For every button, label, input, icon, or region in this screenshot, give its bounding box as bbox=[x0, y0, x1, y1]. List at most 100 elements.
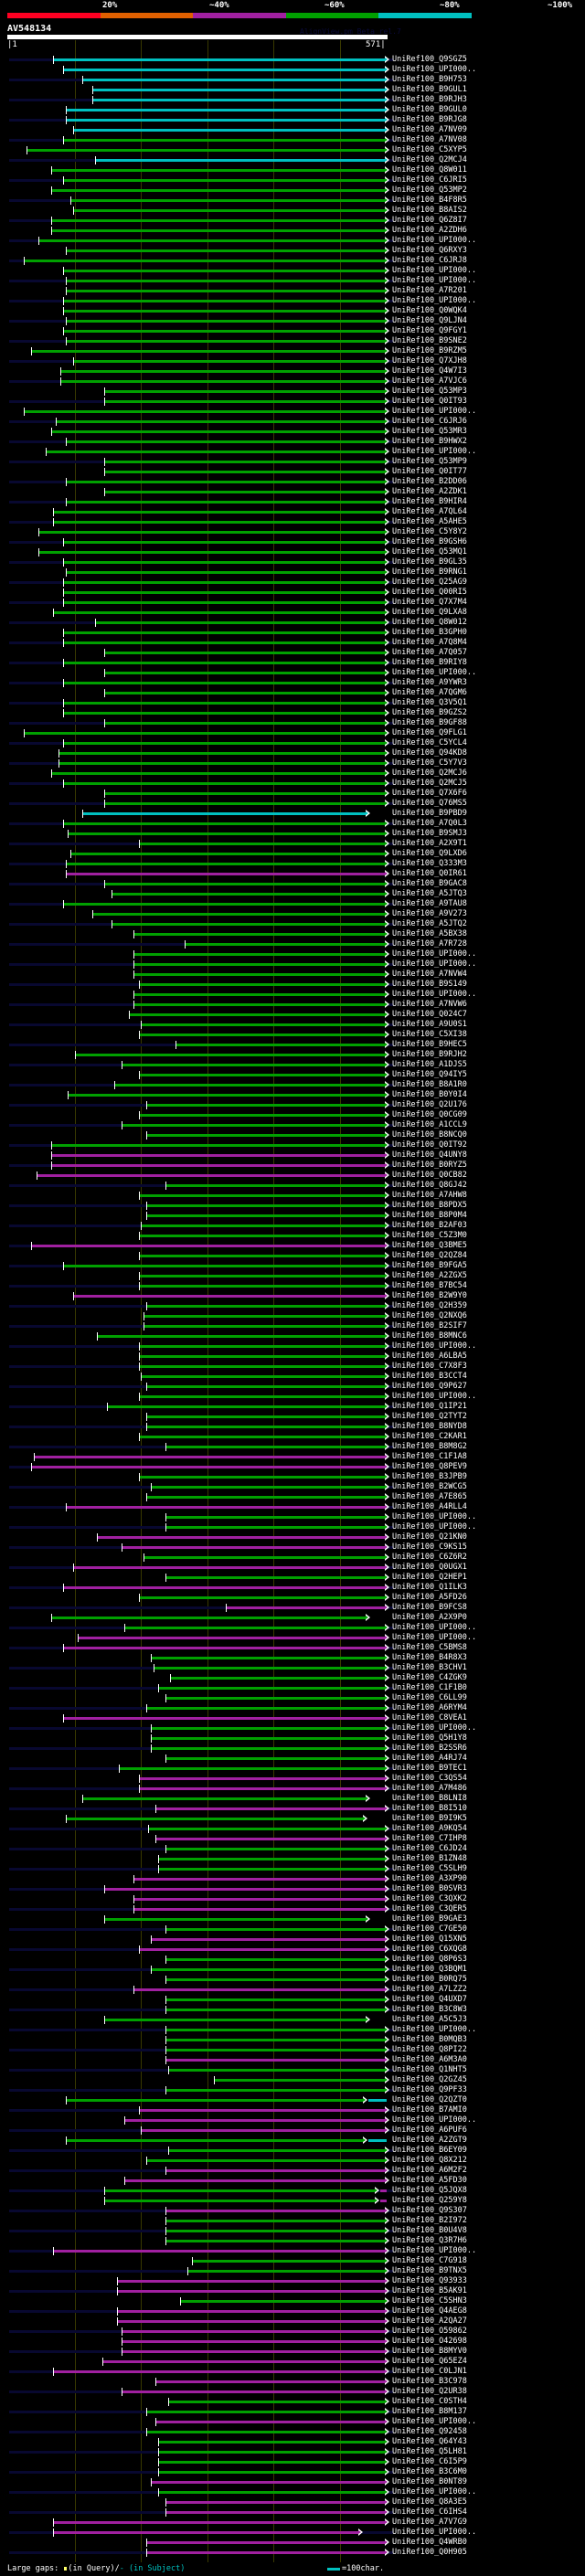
hit-label-link[interactable]: UniRef100_Q0IT77 bbox=[392, 467, 467, 476]
hit-label-link[interactable]: UniRef100_Q76MS5 bbox=[392, 799, 467, 808]
hit-label-link[interactable]: UniRef100_B0RQ75 bbox=[392, 1975, 467, 1984]
hit-label-link[interactable]: UniRef100_Q0WQK4 bbox=[392, 306, 467, 315]
hit-label-link[interactable]: UniRef100_A9U0S1 bbox=[392, 1020, 467, 1029]
hit-label-link[interactable]: UniRef100_Q8PI22 bbox=[392, 2045, 467, 2054]
hit-label-link[interactable]: UniRef100_A6LBA5 bbox=[392, 1352, 467, 1361]
hit-label-link[interactable]: UniRef100_Q6RXY3 bbox=[392, 246, 467, 255]
hit-label-link[interactable]: UniRef100_A2ZGT9 bbox=[392, 2136, 467, 2145]
hit-label-link[interactable]: UniRef100_B9TNX5 bbox=[392, 2266, 467, 2275]
hit-label-link[interactable]: UniRef100_UPI000.. bbox=[392, 1633, 477, 1642]
hit-label-link[interactable]: UniRef100_Q0CG09 bbox=[392, 1110, 467, 1119]
hit-label-link[interactable]: UniRef100_B9H753 bbox=[392, 75, 467, 84]
hit-label-link[interactable]: UniRef100_Q2NXQ6 bbox=[392, 1311, 467, 1320]
hit-label-link[interactable]: UniRef100_Q9LXD6 bbox=[392, 849, 467, 858]
hit-label-link[interactable]: UniRef100_Q4AEG8 bbox=[392, 2306, 467, 2316]
hit-label-link[interactable]: UniRef100_Q93933 bbox=[392, 2276, 467, 2285]
hit-label-link[interactable]: UniRef100_C0LJN1 bbox=[392, 2367, 467, 2376]
hit-label-link[interactable]: UniRef100_B8PDX5 bbox=[392, 1201, 467, 1210]
hit-label-link[interactable]: UniRef100_Q25AG9 bbox=[392, 578, 467, 587]
hit-label-link[interactable]: UniRef100_B9GZS2 bbox=[392, 708, 467, 717]
hit-label-link[interactable]: UniRef100_B9RIY8 bbox=[392, 658, 467, 667]
hit-label-link[interactable]: UniRef100_Q024C7 bbox=[392, 1010, 467, 1019]
hit-label-link[interactable]: UniRef100_UPI000.. bbox=[392, 2246, 477, 2255]
hit-label-link[interactable]: UniRef100_C4ZGK9 bbox=[392, 1673, 467, 1682]
hit-label-link[interactable]: UniRef100_UPI000.. bbox=[392, 2417, 477, 2426]
hit-label-link[interactable]: UniRef100_Q4WRB0 bbox=[392, 2538, 467, 2547]
hit-label-link[interactable]: UniRef100_UPI000.. bbox=[392, 959, 477, 969]
hit-label-link[interactable]: UniRef100_Q92458 bbox=[392, 2427, 467, 2436]
hit-label-link[interactable]: UniRef100_UPI000.. bbox=[392, 1623, 477, 1632]
hit-label-link[interactable]: UniRef100_B9RZM5 bbox=[392, 346, 467, 355]
hit-label-link[interactable]: UniRef100_Q2MCJ4 bbox=[392, 155, 467, 164]
hit-label-link[interactable]: UniRef100_Q9LJN4 bbox=[392, 316, 467, 325]
hit-label-link[interactable]: UniRef100_O59862 bbox=[392, 2327, 467, 2336]
hit-label-link[interactable]: UniRef100_B8MNC6 bbox=[392, 1331, 467, 1341]
hit-label-link[interactable]: UniRef100_B7AMI0 bbox=[392, 2105, 467, 2115]
hit-label-link[interactable]: UniRef100_A5BX38 bbox=[392, 929, 467, 938]
hit-label-link[interactable]: UniRef100_B9RJG8 bbox=[392, 115, 467, 124]
hit-label-link[interactable]: UniRef100_B0MQB3 bbox=[392, 2035, 467, 2044]
hit-label-link[interactable]: UniRef100_Q2H359 bbox=[392, 1301, 467, 1310]
hit-label-link[interactable]: UniRef100_A1DJS5 bbox=[392, 1060, 467, 1069]
hit-label-link[interactable]: UniRef100_A2ZGX5 bbox=[392, 1271, 467, 1280]
hit-label-link[interactable]: UniRef100_Q2GZ45 bbox=[392, 2075, 467, 2084]
hit-label-link[interactable]: UniRef100_Q9S307 bbox=[392, 2206, 467, 2215]
hit-label-link[interactable]: UniRef100_A5AHE5 bbox=[392, 517, 467, 526]
hit-label-link[interactable]: UniRef100_Q53MQ1 bbox=[392, 547, 467, 557]
hit-label-link[interactable]: UniRef100_B0RYZ5 bbox=[392, 1161, 467, 1170]
hit-label-link[interactable]: UniRef100_C6Z6R2 bbox=[392, 1553, 467, 1562]
hit-label-link[interactable]: UniRef100_B1ZN48 bbox=[392, 1854, 467, 1863]
hit-label-link[interactable]: UniRef100_C9KS15 bbox=[392, 1542, 467, 1552]
hit-label-link[interactable]: UniRef100_Q9FGY1 bbox=[392, 326, 467, 335]
hit-label-link[interactable]: UniRef100_B6EY09 bbox=[392, 2146, 467, 2155]
hit-label-link[interactable]: UniRef100_A4RLL4 bbox=[392, 1502, 467, 1511]
hit-label-link[interactable]: UniRef100_B7BC54 bbox=[392, 1281, 467, 1290]
hit-label-link[interactable]: UniRef100_Q2HEP1 bbox=[392, 1573, 467, 1582]
hit-label-link[interactable]: UniRef100_B0U4V8 bbox=[392, 2226, 467, 2235]
hit-label-link[interactable]: UniRef100_C5Z3M0 bbox=[392, 1231, 467, 1240]
hit-label-link[interactable]: UniRef100_C5Y8Y2 bbox=[392, 527, 467, 536]
hit-label-link[interactable]: UniRef100_Q21KN0 bbox=[392, 1532, 467, 1542]
hit-label-link[interactable]: UniRef100_B9GUL1 bbox=[392, 85, 467, 94]
hit-label-link[interactable]: UniRef100_C8VEA1 bbox=[392, 1713, 467, 1723]
hit-label-link[interactable]: UniRef100_Q7X6F6 bbox=[392, 789, 467, 798]
hit-label-link[interactable]: UniRef100_A7NV09 bbox=[392, 125, 467, 134]
hit-label-link[interactable]: UniRef100_C2KAR1 bbox=[392, 1432, 467, 1441]
hit-label-link[interactable]: UniRef100_UPI000.. bbox=[392, 949, 477, 959]
hit-label-link[interactable]: UniRef100_C7GE50 bbox=[392, 1924, 467, 1934]
hit-label-link[interactable]: UniRef100_C5SLH9 bbox=[392, 1864, 467, 1873]
hit-label-link[interactable]: UniRef100_Q0IR61 bbox=[392, 869, 467, 878]
hit-label-link[interactable]: UniRef100_Q53MR3 bbox=[392, 427, 467, 436]
hit-label-link[interactable]: UniRef100_Q9SGZ5 bbox=[392, 55, 467, 64]
hit-label-link[interactable]: UniRef100_Q2TYT2 bbox=[392, 1412, 467, 1421]
hit-label-link[interactable]: UniRef100_Q2U176 bbox=[392, 1100, 467, 1109]
hit-label-link[interactable]: UniRef100_B9HEC5 bbox=[392, 1040, 467, 1049]
hit-label-link[interactable]: UniRef100_A7V7G9 bbox=[392, 2518, 467, 2527]
hit-label-link[interactable]: UniRef100_C0STH4 bbox=[392, 2397, 467, 2406]
hit-label-link[interactable]: UniRef100_Q8A3E5 bbox=[392, 2497, 467, 2507]
hit-label-link[interactable]: UniRef100_B9HWX2 bbox=[392, 437, 467, 446]
hit-label-link[interactable]: UniRef100_B9GSH6 bbox=[392, 537, 467, 546]
hit-label-link[interactable]: UniRef100_Q8W012 bbox=[392, 618, 467, 627]
hit-label-link[interactable]: UniRef100_B8LNI8 bbox=[392, 1794, 467, 1803]
hit-label-link[interactable]: UniRef100_A9KQ54 bbox=[392, 1824, 467, 1833]
hit-label-link[interactable]: UniRef100_B3C978 bbox=[392, 2377, 467, 2386]
hit-label-link[interactable]: UniRef100_A7NV08 bbox=[392, 135, 467, 144]
hit-label-link[interactable]: UniRef100_Q0IT92 bbox=[392, 1140, 467, 1150]
hit-label-link[interactable]: UniRef100_C6JD24 bbox=[392, 1844, 467, 1853]
hit-label-link[interactable]: UniRef100_Q8W011 bbox=[392, 165, 467, 175]
hit-label-link[interactable]: UniRef100_C5XYP5 bbox=[392, 145, 467, 154]
hit-label-link[interactable]: UniRef100_A7R201 bbox=[392, 286, 467, 295]
hit-label-link[interactable]: UniRef100_B3CHV1 bbox=[392, 1663, 467, 1672]
hit-label-link[interactable]: UniRef100_Q7X7M4 bbox=[392, 598, 467, 607]
hit-label-link[interactable]: UniRef100_A2X9P0 bbox=[392, 1613, 467, 1622]
hit-label-link[interactable]: UniRef100_A5FD30 bbox=[392, 2176, 467, 2185]
hit-label-link[interactable]: UniRef100_B3JPB9 bbox=[392, 1472, 467, 1481]
hit-label-link[interactable]: UniRef100_UPI000.. bbox=[392, 2528, 477, 2537]
hit-label-link[interactable]: UniRef100_B9GUL0 bbox=[392, 105, 467, 114]
hit-label-link[interactable]: UniRef100_C5XI38 bbox=[392, 1030, 467, 1039]
hit-label-link[interactable]: UniRef100_B2AF03 bbox=[392, 1221, 467, 1230]
hit-label-link[interactable]: UniRef100_C6I5P9 bbox=[392, 2457, 467, 2466]
hit-label-link[interactable]: UniRef100_C5Y7V3 bbox=[392, 758, 467, 768]
hit-label-link[interactable]: UniRef100_B3C8W3 bbox=[392, 2005, 467, 2014]
